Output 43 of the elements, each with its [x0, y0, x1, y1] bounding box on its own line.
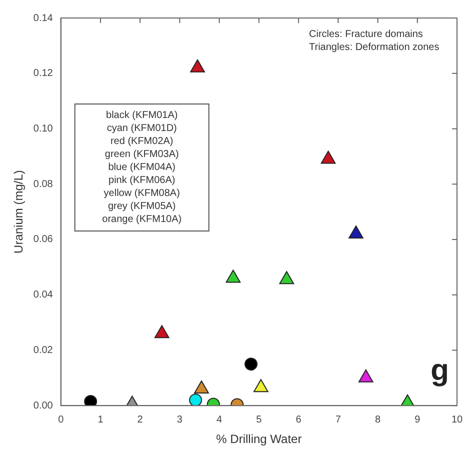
y-tick-label: 0.00	[33, 400, 54, 412]
x-tick-label: 2	[137, 414, 144, 426]
y-tick-label: 0.04	[33, 290, 54, 301]
point	[226, 270, 241, 283]
x-tick-label: 4	[216, 414, 223, 426]
x-tick-label: 10	[451, 414, 463, 426]
y-tick-label: 0.06	[33, 234, 54, 246]
annotation: Triangles: Deformation zones	[309, 42, 440, 53]
x-tick-label: 1	[98, 414, 104, 426]
annotation: red (KFM02A)	[110, 136, 174, 147]
y-tick-label: 0.08	[33, 178, 54, 190]
y-tick-label: 0.02	[33, 344, 54, 356]
annotation: cyan (KFM01D)	[106, 122, 177, 134]
x-tick-label: 8	[374, 414, 381, 426]
point	[358, 369, 374, 382]
x-tick-label: 7	[335, 414, 342, 426]
x-axis-title: % Drilling Water	[216, 432, 302, 446]
point	[253, 379, 268, 392]
x-tick-label: 6	[296, 414, 302, 426]
y-axis-title: Uranium (mg/L)	[12, 170, 26, 254]
point	[279, 271, 294, 284]
annotation: orange (KFM10A)	[102, 214, 182, 225]
annotation: Circles: Fracture domains	[309, 28, 423, 40]
point	[154, 325, 170, 338]
annotation: grey (KFM05A)	[108, 200, 176, 212]
x-tick-label: 3	[176, 414, 183, 426]
annotation: blue (KFM04A)	[108, 162, 176, 173]
annotation: pink (KFM06A)	[108, 174, 176, 186]
annotation: yellow (KFM08A)	[104, 188, 180, 199]
annotation: g	[430, 354, 449, 387]
point	[348, 225, 364, 238]
point	[320, 150, 336, 164]
x-tick-label: 0	[58, 414, 64, 426]
annotation: black (KFM01A)	[106, 110, 178, 121]
y-tick-label: 0.12	[33, 68, 54, 80]
y-tick-label: 0.14	[33, 12, 54, 24]
annotation: green (KFM03A)	[104, 148, 179, 160]
point	[84, 394, 98, 406]
x-tick-label: 5	[256, 414, 262, 426]
point	[190, 59, 205, 72]
y-tick-label: 0.10	[33, 123, 54, 134]
x-tick-label: 9	[414, 414, 421, 426]
point	[194, 380, 209, 394]
